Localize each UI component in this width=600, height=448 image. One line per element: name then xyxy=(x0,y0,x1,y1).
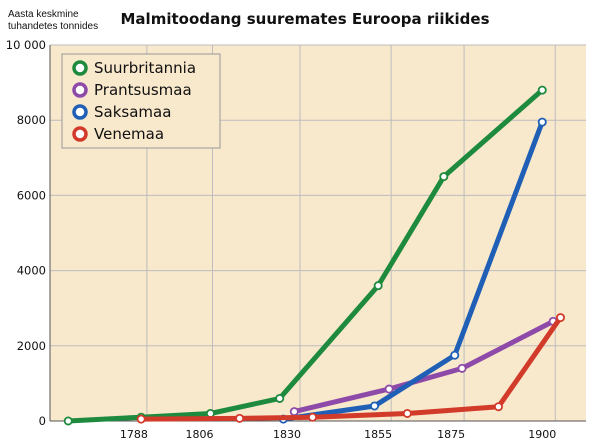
legend-label: Venemaa xyxy=(94,125,164,143)
y-tick-label: 2000 xyxy=(17,339,46,353)
y-tick-label: 6000 xyxy=(17,188,46,202)
series-3 xyxy=(136,313,565,424)
y-tick-label: 4000 xyxy=(17,264,46,278)
y-tick-label: 10 000 xyxy=(6,38,46,52)
data-point xyxy=(308,412,318,422)
data-point xyxy=(555,313,565,323)
data-point xyxy=(373,281,383,291)
data-point xyxy=(537,85,547,95)
series-line xyxy=(138,315,563,422)
data-point xyxy=(205,408,215,418)
data-point xyxy=(370,401,380,411)
data-point xyxy=(63,416,73,426)
data-point xyxy=(136,414,146,424)
unit-label-line-2: tuhandetes tonnides xyxy=(8,21,98,32)
x-tick-label: 1875 xyxy=(437,428,465,441)
series-line xyxy=(280,119,545,422)
legend-marker xyxy=(72,104,88,120)
legend-label: Suurbritannia xyxy=(94,59,196,77)
data-point xyxy=(450,350,460,360)
x-tick-label: 1788 xyxy=(120,428,148,441)
series-1 xyxy=(289,316,558,417)
legend-marker xyxy=(72,82,88,98)
legend-marker xyxy=(72,60,88,76)
x-axis-ticks: 1788 1806 1830 1855 1875 1900 xyxy=(120,428,556,441)
x-tick-label: 1855 xyxy=(364,428,392,441)
data-point xyxy=(235,413,245,423)
data-point xyxy=(457,363,467,373)
data-point xyxy=(275,393,285,403)
unit-label-line-1: Aasta keskmine xyxy=(8,9,79,20)
x-tick-label: 1806 xyxy=(185,428,213,441)
legend-label: Prantsusmaa xyxy=(94,81,192,99)
series xyxy=(63,85,565,426)
x-tick-label: 1900 xyxy=(528,428,556,441)
data-point xyxy=(439,172,449,182)
data-point xyxy=(537,117,547,127)
data-point xyxy=(384,384,394,394)
y-tick-label: 8000 xyxy=(17,113,46,127)
y-axis-ticks: 0 2000 4000 6000 8000 10 000 xyxy=(6,38,46,428)
y-tick-label: 0 xyxy=(39,414,46,428)
data-point xyxy=(493,402,503,412)
x-tick-label: 1830 xyxy=(273,428,301,441)
legend-marker xyxy=(72,126,88,142)
series-line xyxy=(291,318,556,415)
legend: Suurbritannia Prantsusmaa Saksamaa Venemaa xyxy=(61,53,221,149)
legend-label: Saksamaa xyxy=(94,103,171,121)
legend-box xyxy=(61,53,221,149)
data-point xyxy=(402,408,412,418)
data-point xyxy=(289,407,299,417)
chart-title: Malmitoodang suuremates Euroopa riikides xyxy=(121,10,490,28)
